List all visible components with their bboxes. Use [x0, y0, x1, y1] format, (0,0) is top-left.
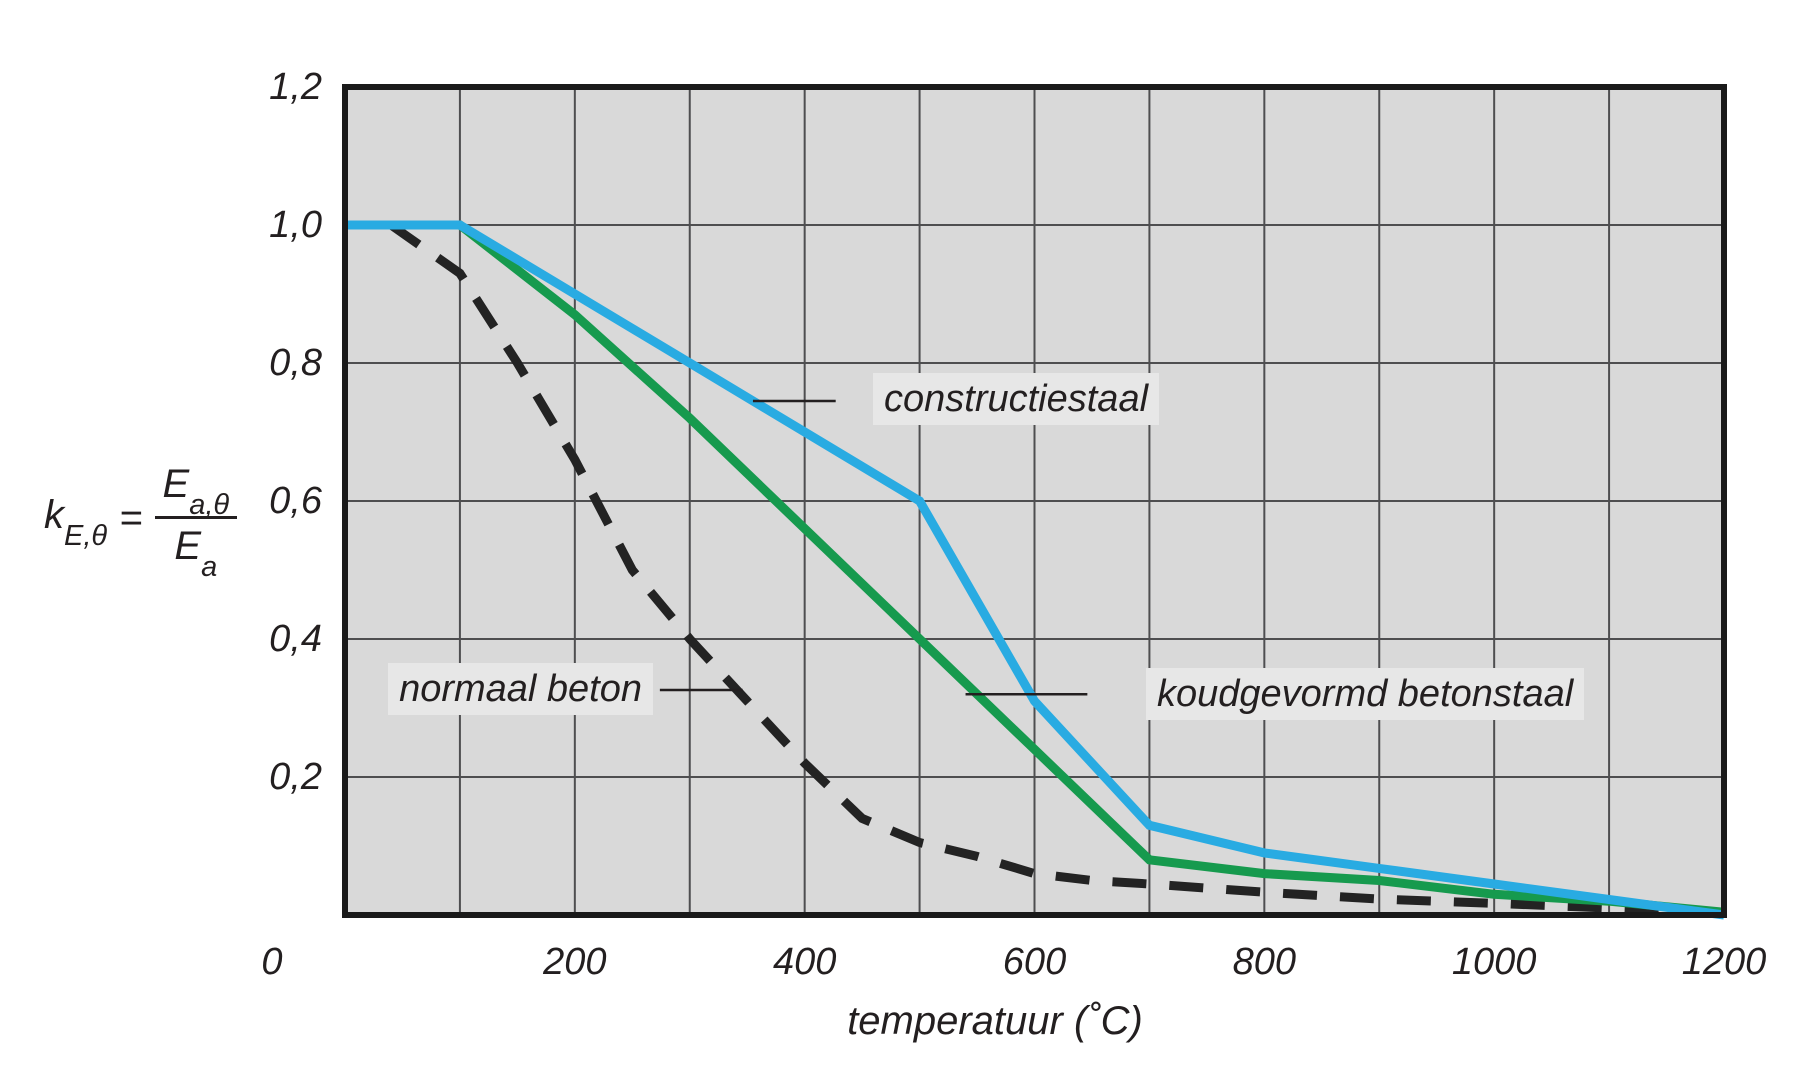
formula-numerator: Ea,θ: [154, 462, 238, 520]
x-tick-label-200: 200: [543, 941, 607, 983]
formula-denominator: Ea: [174, 524, 218, 584]
x-tick-label-800: 800: [1232, 941, 1297, 983]
x-tick-label-400: 400: [772, 941, 837, 983]
y-tick-label-0,4: 0,4: [269, 618, 322, 660]
x-tick-label-1000: 1000: [1451, 941, 1537, 983]
origin-tick-label: 0: [261, 941, 283, 983]
series-label-constructiestaal: constructiestaal: [873, 373, 1160, 425]
y-tick-label-0,2: 0,2: [269, 756, 322, 798]
plot-frame: [342, 84, 1727, 918]
y-tick-label-1,2: 1,2: [269, 66, 322, 108]
formula-fraction: Ea,θ Ea: [154, 462, 238, 584]
y-tick-label-0,6: 0,6: [269, 480, 322, 522]
y-tick-label-1,0: 1,0: [269, 204, 322, 246]
series-line-koudgevormd-betonstaal: [345, 220, 1725, 917]
series-line-constructiestaal: [345, 220, 1725, 920]
x-tick-label-600: 600: [1002, 941, 1067, 983]
formula-variable-subscript: E,θ: [64, 520, 108, 553]
x-axis-title: temperatuur (˚C): [847, 999, 1143, 1043]
series-label-koudgevormd-betonstaal: koudgevormd betonstaal: [1146, 668, 1585, 720]
y-axis-formula: kE,θ = Ea,θ Ea: [44, 462, 238, 584]
series-label-normaal-beton: normaal beton: [388, 663, 653, 715]
y-tick-label-0,8: 0,8: [269, 342, 322, 384]
x-tick-label-1200: 1200: [1681, 941, 1767, 983]
formula-equals: =: [119, 496, 143, 540]
formula-variable: kE,θ: [44, 493, 108, 553]
series-line-normaal-beton: [388, 221, 1725, 917]
